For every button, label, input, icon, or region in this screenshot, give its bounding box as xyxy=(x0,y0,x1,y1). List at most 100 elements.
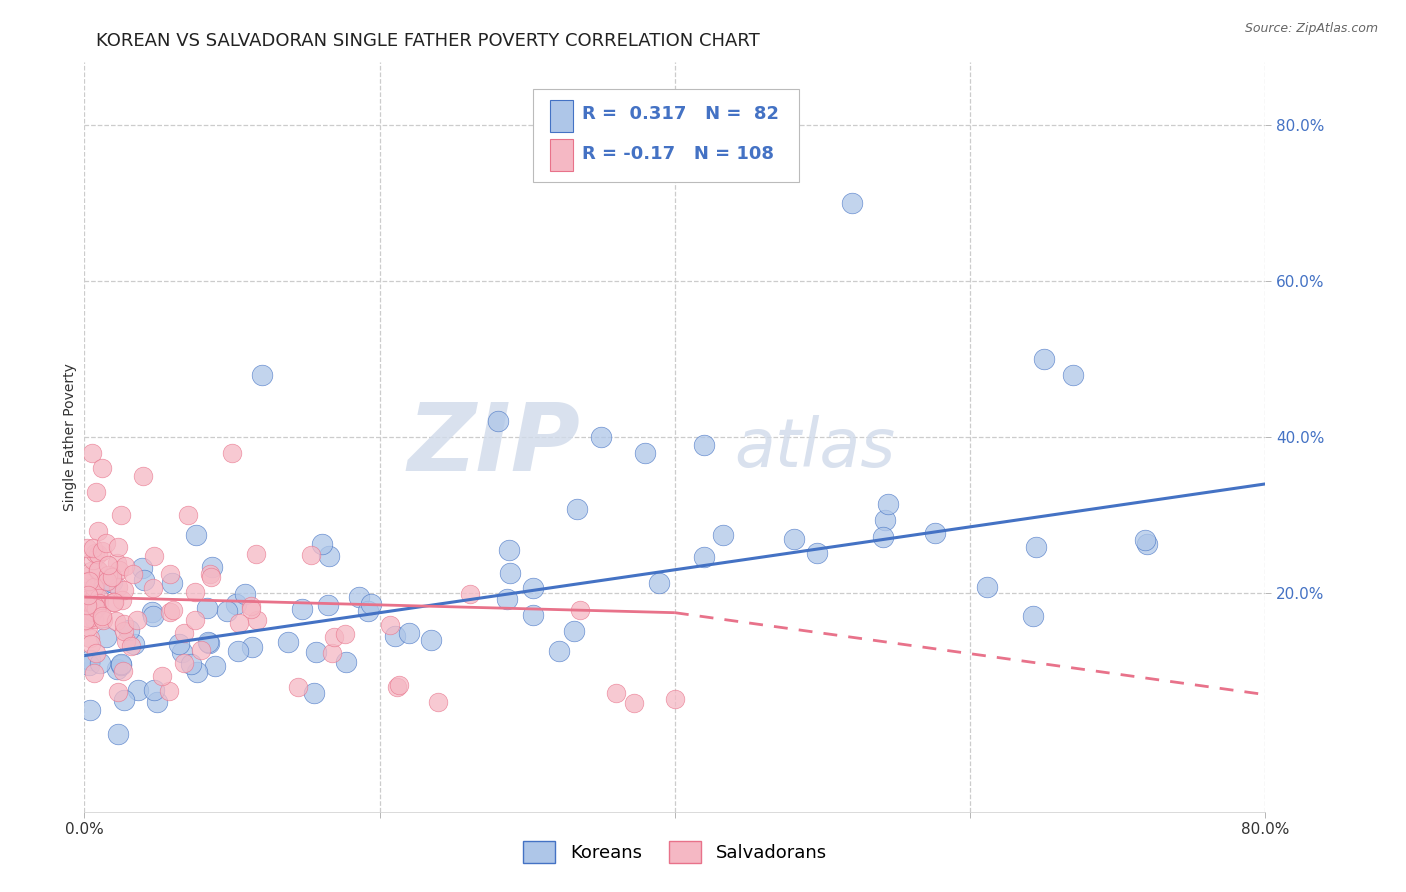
Point xyxy=(634,446,657,460)
Point xyxy=(80,446,103,460)
Point xyxy=(201,560,224,574)
Point xyxy=(360,597,382,611)
Point xyxy=(76,614,98,628)
Point xyxy=(132,574,155,588)
Point xyxy=(87,564,110,578)
Point xyxy=(107,540,129,554)
Point xyxy=(1063,368,1085,382)
Point xyxy=(94,630,117,644)
Point xyxy=(75,574,97,589)
Point xyxy=(195,600,218,615)
Point xyxy=(499,566,522,580)
Point xyxy=(75,599,97,614)
Point xyxy=(122,566,145,581)
FancyBboxPatch shape xyxy=(550,139,574,170)
Point xyxy=(562,624,585,638)
Point xyxy=(77,588,100,602)
Point xyxy=(76,541,98,555)
Point xyxy=(183,585,205,599)
Point xyxy=(186,665,208,680)
Point xyxy=(486,414,509,428)
Point xyxy=(184,528,207,542)
Point xyxy=(79,632,101,646)
Point xyxy=(398,625,420,640)
Point xyxy=(142,608,165,623)
Point xyxy=(75,607,97,621)
Point xyxy=(76,590,98,604)
Point xyxy=(548,643,571,657)
Point xyxy=(233,587,256,601)
Point xyxy=(90,610,112,624)
Point xyxy=(107,580,129,594)
Point xyxy=(200,566,222,581)
Point xyxy=(250,368,273,382)
Point xyxy=(1133,533,1156,547)
Point xyxy=(84,577,107,591)
Point xyxy=(876,497,898,511)
FancyBboxPatch shape xyxy=(550,101,574,132)
Point xyxy=(110,657,132,671)
Point xyxy=(79,703,101,717)
Point xyxy=(384,629,406,643)
Point xyxy=(112,617,135,632)
Point xyxy=(200,570,222,584)
Point xyxy=(240,640,263,655)
Text: R = -0.17   N = 108: R = -0.17 N = 108 xyxy=(582,145,773,163)
Point xyxy=(1025,540,1047,554)
Point xyxy=(97,568,120,582)
Point xyxy=(82,553,104,567)
Point xyxy=(83,580,105,594)
Point xyxy=(107,684,129,698)
Point xyxy=(142,549,165,564)
Point xyxy=(239,599,262,614)
Point xyxy=(872,530,894,544)
Point xyxy=(97,558,120,572)
Point xyxy=(693,438,716,452)
Point xyxy=(120,640,142,654)
Point xyxy=(522,581,544,595)
Point xyxy=(565,501,588,516)
Point xyxy=(142,581,165,595)
Legend: Koreans, Salvadorans: Koreans, Salvadorans xyxy=(516,834,834,870)
Point xyxy=(77,619,100,633)
Point xyxy=(190,642,212,657)
Point xyxy=(118,624,141,638)
Point xyxy=(458,587,481,601)
Point xyxy=(664,692,686,706)
Point xyxy=(86,646,108,660)
Text: KOREAN VS SALVADORAN SINGLE FATHER POVERTY CORRELATION CHART: KOREAN VS SALVADORAN SINGLE FATHER POVER… xyxy=(96,32,759,50)
Point xyxy=(103,594,125,608)
Point xyxy=(204,659,226,673)
Point xyxy=(84,546,107,560)
Point xyxy=(87,563,110,577)
Point xyxy=(693,549,716,564)
Point xyxy=(169,637,191,651)
Point xyxy=(427,695,450,709)
Point xyxy=(114,634,136,648)
Point xyxy=(131,561,153,575)
Point xyxy=(322,630,344,644)
Point xyxy=(100,570,122,584)
Point xyxy=(83,612,105,626)
Point xyxy=(108,563,131,577)
Point xyxy=(101,594,124,608)
Point xyxy=(84,600,107,615)
Point xyxy=(522,607,544,622)
Point xyxy=(110,508,132,523)
Point xyxy=(112,692,135,706)
Point xyxy=(111,592,134,607)
Point xyxy=(105,556,128,570)
Point xyxy=(496,591,519,606)
Point xyxy=(76,598,98,612)
Point xyxy=(647,576,669,591)
Text: ZIP: ZIP xyxy=(408,399,581,491)
Point xyxy=(318,598,340,612)
Point xyxy=(184,613,207,627)
Point xyxy=(82,541,104,555)
Point xyxy=(84,484,107,499)
Point xyxy=(806,546,828,560)
Point xyxy=(875,513,897,527)
Point xyxy=(228,616,250,631)
Point xyxy=(180,657,202,671)
Point xyxy=(311,537,333,551)
